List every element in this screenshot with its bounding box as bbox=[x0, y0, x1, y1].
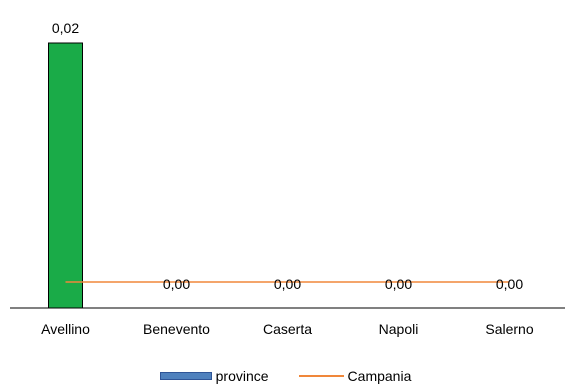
legend-swatch-campania bbox=[298, 375, 344, 377]
legend-label-province: province bbox=[215, 368, 269, 384]
value-label-napoli: 0,00 bbox=[385, 276, 412, 292]
value-label-salerno: 0,00 bbox=[496, 276, 523, 292]
chart: 0,02 0,00 0,00 0,00 0,00 Avellino Benevento Ca… bbox=[10, 20, 565, 337]
legend: province Campania bbox=[0, 367, 571, 385]
value-label-avellino: 0,02 bbox=[52, 20, 79, 36]
bar-group bbox=[48, 42, 83, 309]
legend-swatch-province bbox=[159, 372, 212, 380]
x-tick-label-group: Avellino Benevento Caserta Napoli Salerno bbox=[41, 321, 534, 337]
x-tick-label-caserta: Caserta bbox=[263, 321, 312, 337]
value-label-group: 0,02 0,00 0,00 0,00 0,00 bbox=[52, 20, 523, 292]
x-tick-label-napoli: Napoli bbox=[379, 321, 419, 337]
x-tick-label-salerno: Salerno bbox=[485, 321, 533, 337]
bar-avellino bbox=[48, 42, 83, 309]
x-tick-label-benevento: Benevento bbox=[143, 321, 210, 337]
x-tick-label-avellino: Avellino bbox=[41, 321, 90, 337]
legend-item-campania: Campania bbox=[298, 368, 412, 384]
value-label-caserta: 0,00 bbox=[274, 276, 301, 292]
value-label-benevento: 0,00 bbox=[163, 276, 190, 292]
legend-item-province: province bbox=[159, 368, 269, 384]
legend-label-campania: Campania bbox=[347, 368, 412, 384]
